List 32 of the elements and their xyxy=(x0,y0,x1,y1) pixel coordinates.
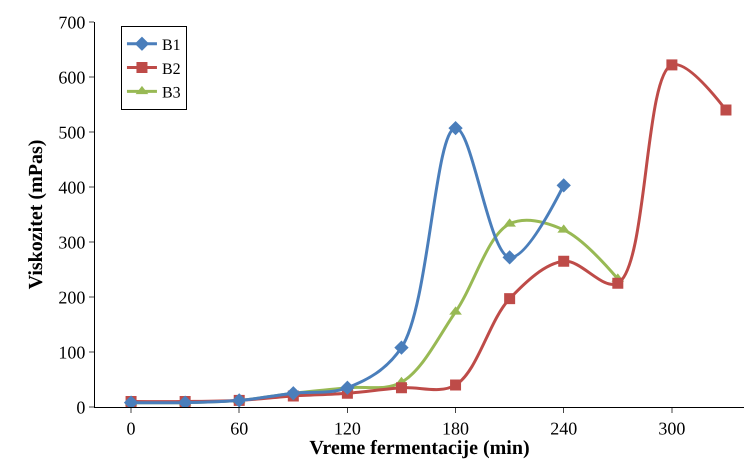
y-axis-title: Viskozitet (mPas) xyxy=(24,140,47,290)
x-tick-label: 60 xyxy=(230,418,248,439)
legend-label: B2 xyxy=(162,60,181,78)
legend-label: B3 xyxy=(162,84,181,102)
point xyxy=(394,340,409,355)
y-tick-label: 0 xyxy=(76,397,86,418)
y-tick-label: 700 xyxy=(58,12,86,32)
point xyxy=(612,278,624,289)
point xyxy=(504,293,516,304)
y-tick-label: 100 xyxy=(58,342,86,362)
y-tick-label: 200 xyxy=(58,287,86,308)
y-tick-label: 600 xyxy=(58,67,86,88)
point xyxy=(556,178,571,192)
point xyxy=(396,382,407,394)
point xyxy=(448,121,463,136)
point xyxy=(340,380,355,395)
point xyxy=(666,59,678,70)
point xyxy=(450,380,462,390)
point xyxy=(720,104,732,116)
x-axis-title: Vreme fermentacije (min) xyxy=(309,437,530,459)
y-tick-label: 300 xyxy=(58,232,86,252)
x-tick-label: 120 xyxy=(334,418,361,439)
point xyxy=(286,386,300,400)
legend-label: B1 xyxy=(162,36,181,54)
x-tick-label: 240 xyxy=(550,418,578,439)
point xyxy=(558,256,570,267)
y-tick-label: 400 xyxy=(58,177,86,198)
x-tick-label: 180 xyxy=(442,418,470,439)
point xyxy=(502,250,517,265)
x-tick-label: 300 xyxy=(658,418,686,439)
x-tick-label: 0 xyxy=(126,418,136,439)
y-tick-label: 500 xyxy=(58,122,86,142)
